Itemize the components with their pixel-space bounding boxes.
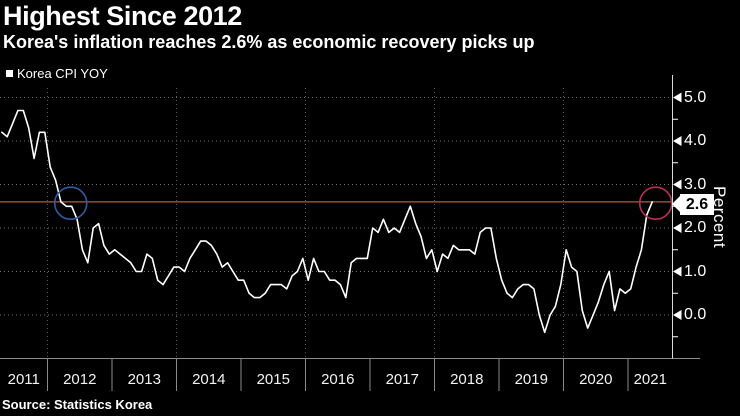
x-tick-label: 2017 xyxy=(385,371,419,388)
y-major-tick-icon xyxy=(673,179,682,190)
current-value-callout: 2.6 xyxy=(672,194,714,215)
y-major-tick-icon xyxy=(673,92,682,103)
chart-title: Highest Since 2012 xyxy=(3,1,242,31)
x-tick-label: 2013 xyxy=(127,371,161,388)
chart-subtitle: Korea's inflation reaches 2.6% as econom… xyxy=(3,32,535,52)
y-tick-label: 4.0 xyxy=(684,132,707,149)
legend-label: Korea CPI YOY xyxy=(17,66,108,81)
y-tick-label: 0.0 xyxy=(684,306,707,323)
x-tick-label: 2016 xyxy=(321,371,355,388)
highlight-circle-2021 xyxy=(638,186,673,221)
y-tick-label: 5.0 xyxy=(684,88,707,106)
x-tick-label: 2012 xyxy=(63,371,97,388)
x-tick-label: 2011 xyxy=(7,371,40,388)
y-tick-label: 3.0 xyxy=(684,175,707,193)
x-tick-label: 2019 xyxy=(514,371,548,388)
y-tick-label: 2.0 xyxy=(684,219,707,236)
x-tick-label: 2020 xyxy=(579,371,613,388)
y-tick-label: 1.0 xyxy=(684,262,707,280)
x-tick-label: 2021 xyxy=(633,371,667,388)
legend: Korea CPI YOY xyxy=(6,66,108,81)
y-major-tick-icon xyxy=(673,310,682,320)
source-note: Source: Statistics Korea xyxy=(2,397,153,412)
x-tick-label: 2014 xyxy=(192,371,226,388)
x-tick-label: 2015 xyxy=(256,371,290,388)
cpi-line-series xyxy=(0,109,654,334)
y-major-tick-icon xyxy=(673,266,682,277)
x-tick-label: 2018 xyxy=(450,371,484,388)
current-value-text: 2.6 xyxy=(685,196,709,213)
y-axis-unit-label: Percent xyxy=(710,186,729,249)
legend-marker-icon xyxy=(6,70,13,77)
y-major-tick-icon xyxy=(673,223,682,233)
highlight-circle-2012 xyxy=(53,186,88,221)
y-major-tick-icon xyxy=(673,136,682,146)
